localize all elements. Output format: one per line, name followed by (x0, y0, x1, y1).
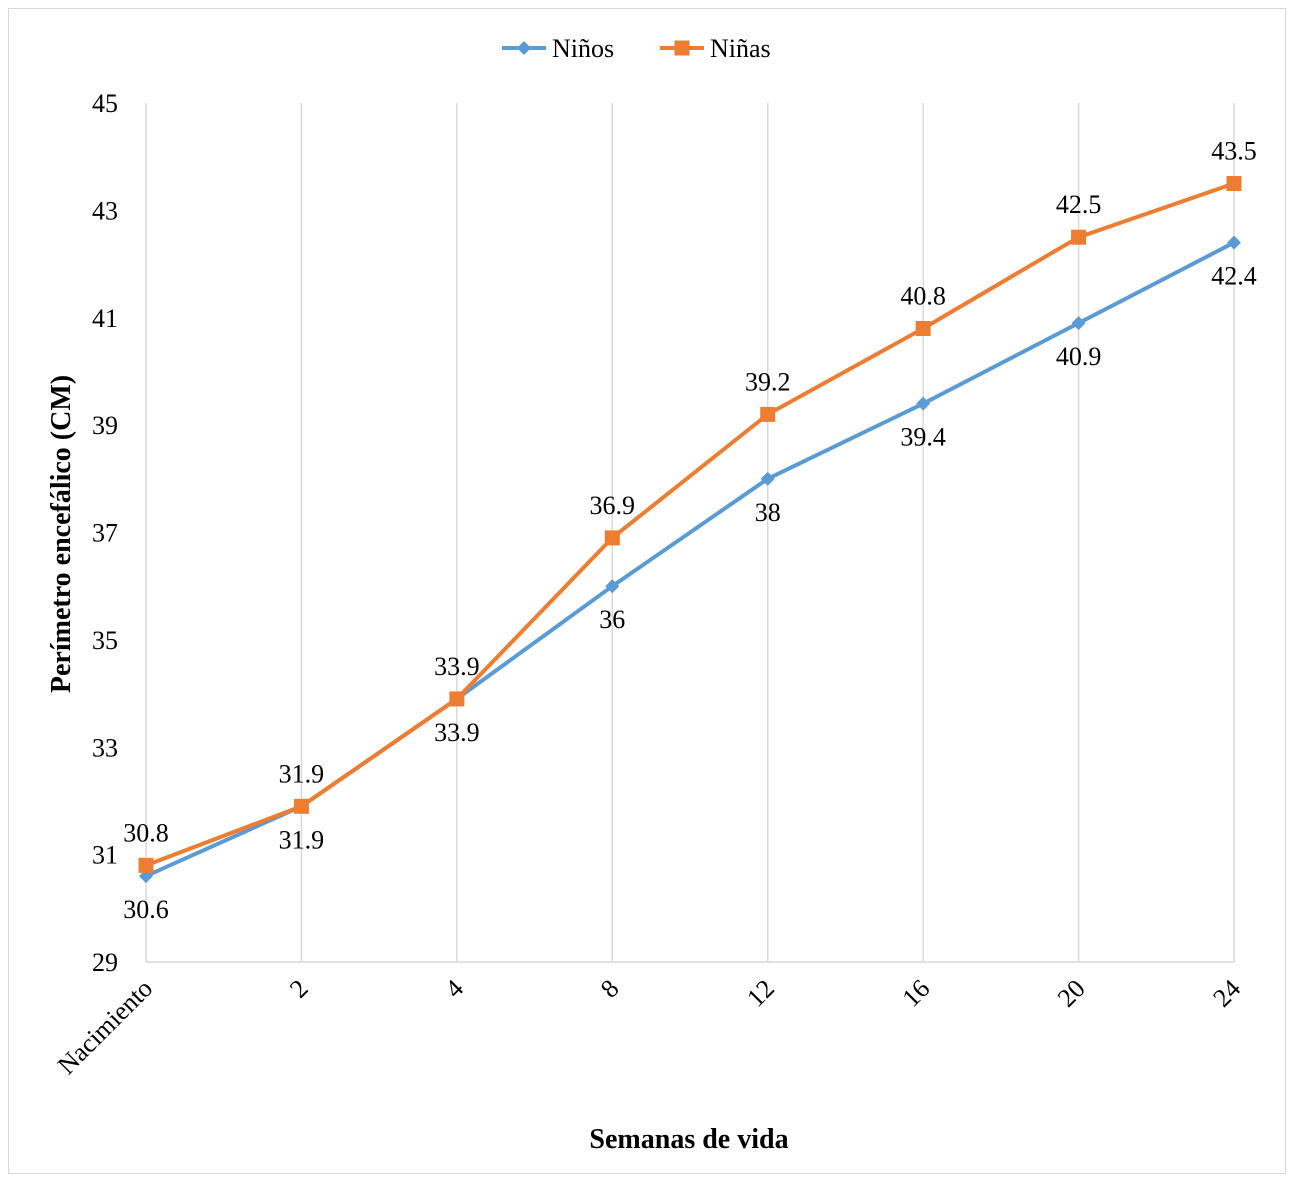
chart-frame (8, 8, 1286, 1174)
x-tick-label: 8 (595, 974, 625, 1004)
vertical-gridlines (300, 103, 1235, 962)
legend-entry: Niños (552, 34, 614, 63)
x-axis-title: Semanas de vida (589, 1124, 788, 1155)
data-point (915, 320, 931, 336)
data-point (1071, 229, 1087, 245)
y-tick-label: 41 (92, 304, 118, 333)
data-point (1226, 176, 1242, 192)
data-label: 39.4 (900, 423, 946, 452)
y-tick-label: 43 (92, 196, 118, 225)
data-label: 38 (755, 498, 781, 527)
data-label: 31.9 (279, 825, 325, 854)
series-markers (138, 176, 1242, 884)
data-point (605, 579, 620, 594)
series-lines (145, 181, 1235, 878)
data-point (1227, 235, 1241, 250)
data-point (293, 798, 309, 814)
data-point (449, 691, 465, 707)
y-tick-label: 37 (92, 519, 118, 548)
x-tick-label: 16 (896, 974, 935, 1013)
data-label: 30.8 (123, 818, 169, 847)
x-tick-label: 20 (1052, 974, 1091, 1013)
data-label: 36 (599, 605, 625, 634)
y-tick-label: 45 (92, 89, 118, 118)
x-tick-label: 2 (284, 974, 314, 1004)
data-label: 40.9 (1056, 342, 1102, 371)
series-line (145, 181, 1235, 868)
y-tick-label: 29 (92, 948, 118, 977)
data-label: 30.6 (123, 895, 169, 924)
y-tick-label: 35 (92, 626, 118, 655)
data-point (1071, 316, 1086, 331)
data-label: 40.8 (900, 281, 946, 310)
legend-marker (674, 40, 690, 56)
data-point (138, 857, 154, 873)
x-tick-labels: Nacimiento 2 4 8 12 16 20 24 (52, 974, 1246, 1080)
y-tick-label: 31 (92, 841, 118, 870)
data-label: 31.9 (279, 759, 325, 788)
x-tick-label: 24 (1207, 974, 1246, 1013)
legend-entry: Niñas (710, 34, 771, 63)
x-tick-label: Nacimiento (52, 974, 158, 1080)
x-tick-label: 4 (439, 974, 469, 1004)
data-label: 42.4 (1211, 262, 1257, 291)
data-label: 36.9 (590, 491, 636, 520)
data-point (916, 396, 931, 411)
data-label: 33.9 (434, 718, 480, 747)
data-label: 43.5 (1211, 137, 1257, 166)
data-label: 33.9 (434, 652, 480, 681)
legend-marker (517, 41, 531, 55)
data-point (760, 406, 776, 422)
data-point (760, 471, 775, 486)
data-point (604, 530, 620, 546)
data-label: 39.2 (745, 367, 791, 396)
y-tick-labels: 29 31 33 35 37 39 41 43 45 (92, 89, 118, 977)
x-tick-label: 12 (741, 974, 780, 1013)
data-labels: 30.6 31.9 33.9 36 38 39.4 40.9 42.4 30.8 31.9 33.9… (123, 137, 1257, 925)
y-tick-label: 33 (92, 733, 118, 762)
data-label: 42.5 (1056, 190, 1102, 219)
y-tick-label: 39 (92, 411, 118, 440)
y-axis-title: Perímetro encefálico (CM) (46, 375, 77, 693)
legend: Niños Niñas (502, 34, 771, 63)
